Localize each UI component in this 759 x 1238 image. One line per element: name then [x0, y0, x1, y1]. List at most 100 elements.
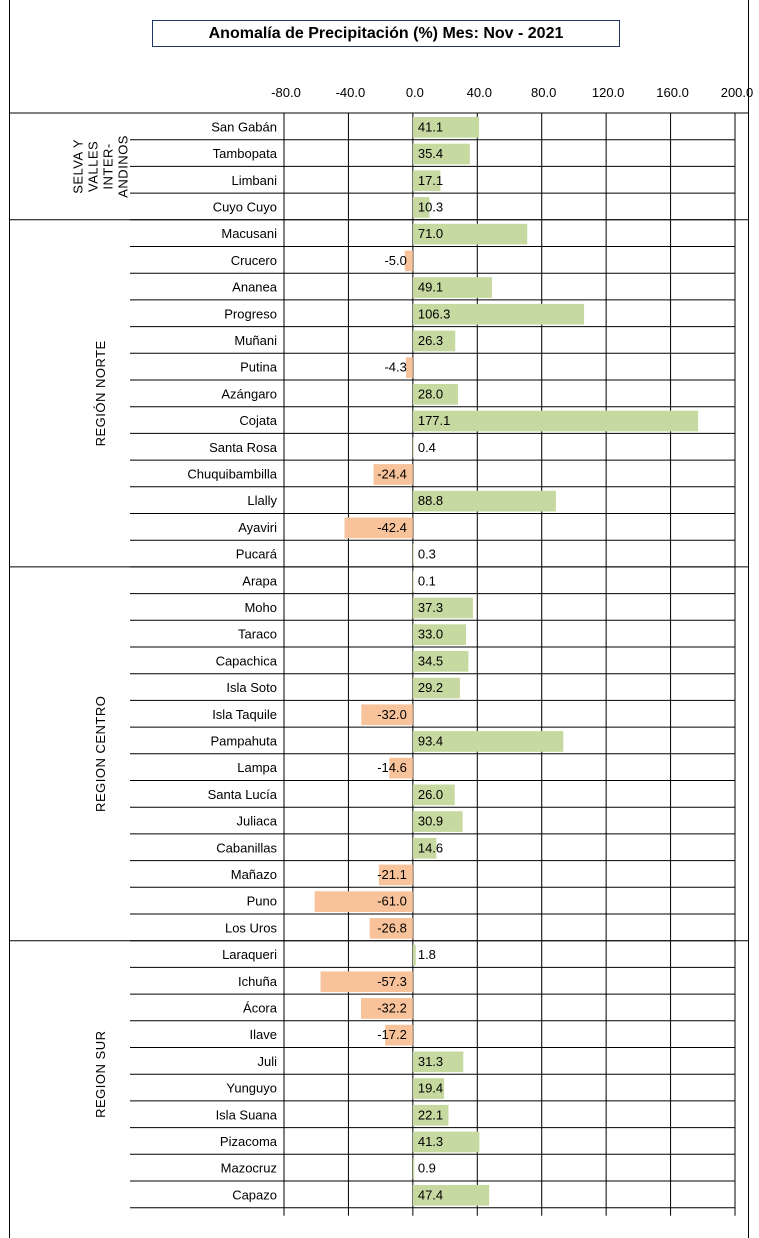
- bar-positive: [412, 1078, 445, 1099]
- category-label: Santa Rosa: [209, 440, 278, 455]
- value-label: -26.8: [377, 920, 407, 935]
- group-label-line: REGION SUR: [93, 1031, 108, 1118]
- bar-positive: [412, 223, 528, 245]
- bar-negative: [344, 517, 413, 539]
- chart-title: Anomalía de Precipitación (%) Mes: Nov -…: [152, 20, 620, 47]
- value-label: 35.4: [418, 146, 443, 161]
- category-label: Cuyo Cuyo: [213, 199, 277, 214]
- value-label: 88.8: [418, 493, 443, 508]
- value-label: 28.0: [418, 386, 443, 401]
- bar-negative: [360, 998, 413, 1019]
- value-label: 33.0: [418, 627, 443, 642]
- value-label: 0.3: [418, 547, 436, 562]
- category-label: Pizacoma: [220, 1134, 278, 1149]
- value-label: 29.2: [418, 680, 443, 695]
- category-label: Lampa: [237, 760, 278, 775]
- category-label: Moho: [244, 600, 277, 615]
- x-tick-label: 200.0: [721, 85, 754, 100]
- category-label: Ácora: [243, 1000, 278, 1015]
- value-label: 19.4: [418, 1081, 443, 1096]
- category-label: Ichuña: [238, 974, 278, 989]
- group-label: REGION SUR: [93, 1031, 108, 1118]
- value-label: 34.5: [418, 653, 443, 668]
- group-label: REGION CENTRO: [93, 696, 108, 812]
- bar-positive: [412, 277, 492, 298]
- bar-positive: [412, 490, 556, 512]
- x-tick-label: 80.0: [531, 85, 556, 100]
- value-label: 93.4: [418, 733, 443, 748]
- value-label: 177.1: [418, 413, 451, 428]
- bar-negative: [389, 757, 413, 779]
- group-label: REGIÓN NORTE: [93, 340, 108, 446]
- category-label: Limbani: [231, 173, 277, 188]
- value-label: 71.0: [418, 226, 443, 241]
- bar-positive: [412, 1131, 480, 1153]
- value-label: -4.3: [384, 360, 406, 375]
- category-label: Isla Soto: [226, 680, 277, 695]
- category-label: Capachica: [216, 653, 278, 668]
- group-label-line: REGIÓN NORTE: [93, 340, 108, 446]
- bar-negative: [369, 918, 413, 939]
- bar-negative: [314, 891, 413, 912]
- bar-positive: [412, 570, 414, 592]
- category-label: Cojata: [239, 413, 277, 428]
- value-label: 0.4: [418, 440, 436, 455]
- value-label: 1.8: [418, 947, 436, 962]
- category-label: Pucará: [236, 547, 278, 562]
- value-label: 30.9: [418, 814, 443, 829]
- value-label: 106.3: [418, 306, 451, 321]
- group-label-line: INTER-: [101, 143, 116, 189]
- value-label: 22.1: [418, 1107, 443, 1122]
- value-label: 41.1: [418, 119, 443, 134]
- group-label-line: ANDINOS: [116, 135, 131, 198]
- bar-positive: [412, 117, 480, 138]
- value-label: 37.3: [418, 600, 443, 615]
- bar-positive: [412, 837, 437, 859]
- value-label: -57.3: [377, 974, 407, 989]
- bar-positive: [412, 410, 699, 432]
- category-label: Mazocruz: [221, 1161, 277, 1176]
- bar-positive: [412, 624, 467, 645]
- category-label: Ananea: [232, 280, 278, 295]
- bar-positive: [412, 784, 455, 806]
- bar-negative: [378, 864, 413, 886]
- bar-negative: [320, 971, 413, 993]
- value-label: -21.1: [377, 867, 407, 882]
- bar-positive: [412, 437, 414, 459]
- bar-positive: [412, 1185, 490, 1206]
- x-tick-label: 0.0: [406, 85, 424, 100]
- category-label: Santa Lucía: [208, 787, 278, 802]
- x-tick-label: -40.0: [336, 85, 366, 100]
- value-label: -5.0: [384, 253, 406, 268]
- bar-positive: [412, 597, 473, 619]
- category-label: Putina: [240, 360, 278, 375]
- category-label: Laraqueri: [222, 947, 277, 962]
- category-label: Mañazo: [231, 867, 277, 882]
- value-label: 31.3: [418, 1054, 443, 1069]
- value-label: 41.3: [418, 1134, 443, 1149]
- value-label: 17.1: [418, 173, 443, 188]
- category-label: Cabanillas: [216, 840, 277, 855]
- category-label: Crucero: [231, 253, 277, 268]
- bar-positive: [412, 170, 441, 192]
- value-label: 26.0: [418, 787, 443, 802]
- category-label: Isla Suana: [216, 1107, 278, 1122]
- bar-positive: [412, 330, 456, 352]
- value-label: -32.2: [377, 1000, 407, 1015]
- value-label: 26.3: [418, 333, 443, 348]
- category-label: Ilave: [250, 1027, 277, 1042]
- bar-positive: [412, 677, 460, 699]
- bar-positive: [412, 143, 470, 165]
- group-label-line: SELVA Y: [71, 139, 86, 194]
- category-label: Yunguyo: [226, 1081, 277, 1096]
- category-label: Juliaca: [237, 814, 278, 829]
- value-label: -61.0: [377, 894, 407, 909]
- value-label: -42.4: [377, 520, 407, 535]
- x-tick-label: 160.0: [656, 85, 689, 100]
- bar-negative: [361, 704, 413, 726]
- category-label: Azángaro: [221, 386, 277, 401]
- bar-positive: [412, 303, 585, 325]
- category-label: Ayaviri: [238, 520, 277, 535]
- group-label-line: VALLES: [86, 141, 101, 192]
